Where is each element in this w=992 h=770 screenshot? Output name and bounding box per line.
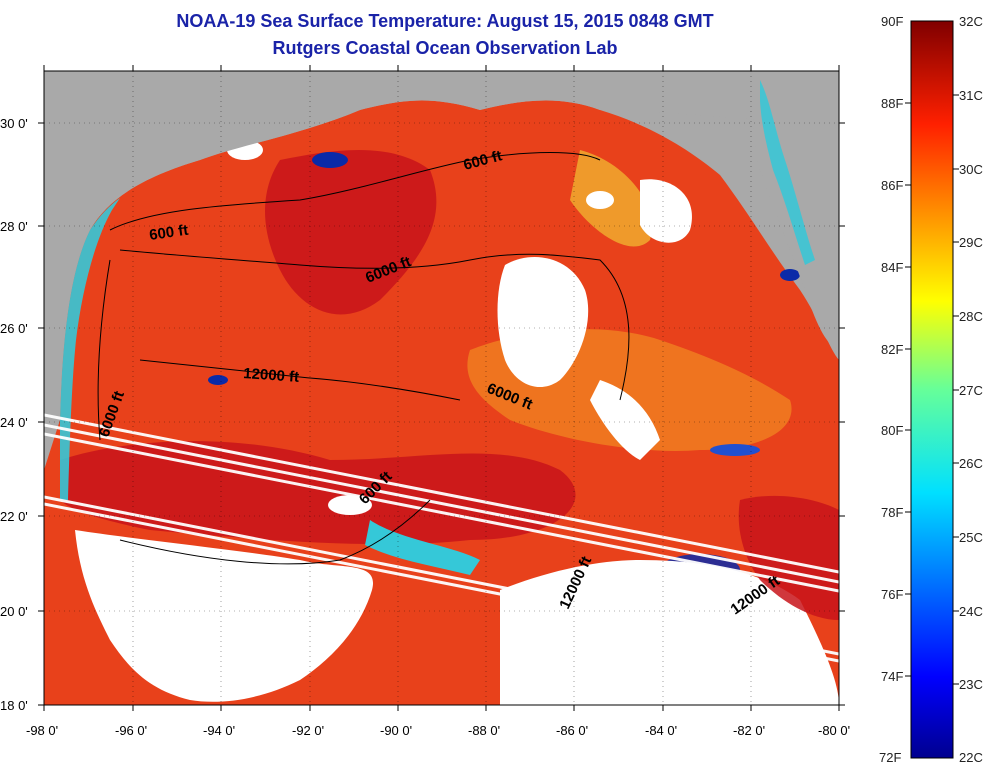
colorbar-f-label: 78F (881, 505, 903, 520)
contour-12000ft (139, 359, 461, 401)
cloud-mask-florida-strait (590, 380, 660, 460)
colorbar-f-label: 84F (881, 260, 903, 275)
cuba-region (500, 560, 839, 705)
y-tick-label: 28 0' (0, 219, 28, 234)
x-tick-label: -98 0' (26, 723, 58, 738)
depth-contours (97, 152, 630, 565)
y-tick-label: 18 0' (0, 698, 28, 713)
colorbar-c-label: 24C (959, 604, 983, 619)
colorbar-f-label: 90F (881, 14, 903, 29)
x-tick-label: -82 0' (733, 723, 765, 738)
cloud-mask (328, 495, 372, 515)
x-tick-label: -84 0' (645, 723, 677, 738)
cold-patch (710, 444, 760, 456)
map-frame (43, 70, 840, 706)
x-tick-label: -80 0' (818, 723, 850, 738)
colorbar-f-label: 80F (881, 423, 903, 438)
colorbar-f-label: 76F (881, 587, 903, 602)
colorbar-c-label: 25C (959, 530, 983, 545)
colorbar-f-label: 72F (879, 750, 901, 765)
x-tick-label: -90 0' (380, 723, 412, 738)
contour-600ft (109, 152, 601, 231)
us-mainland (44, 71, 760, 420)
cool-coast-yucatan (365, 520, 480, 575)
satellite-swath-gaps (44, 413, 839, 663)
y-tick-label: 20 0' (0, 604, 28, 619)
colorbar-c-label: 27C (959, 383, 983, 398)
y-tick-label: 26 0' (0, 321, 28, 336)
yucatan-land (75, 530, 374, 702)
colorbar-f-label: 86F (881, 178, 903, 193)
map-ticks (38, 65, 845, 711)
colorbar-ticks (905, 94, 959, 685)
x-tick-label: -92 0' (292, 723, 324, 738)
contour-label: 600 ft (148, 222, 189, 244)
contour-deep-west (97, 259, 111, 441)
caribbean-warm (738, 495, 839, 620)
map-title: NOAA-19 Sea Surface Temperature: August … (176, 11, 714, 31)
contour-600ft-yucatan (119, 499, 431, 565)
colorbar-f-label: 74F (881, 669, 903, 684)
colorbar-c-label: 28C (959, 309, 983, 324)
y-tick-label: 24 0' (0, 415, 28, 430)
colorbar-c-label: 32C (959, 14, 983, 29)
map-area: 600 ft 600 ft 600 ft 6000 ft 6000 ft 600… (44, 71, 839, 705)
colorbar-c-label: 23C (959, 677, 983, 692)
cloud-mask (586, 191, 614, 209)
hot-region-north (265, 150, 437, 315)
colorbar-c-label: 26C (959, 456, 983, 471)
y-tick-label: 22 0' (0, 509, 28, 524)
map-subtitle: Rutgers Coastal Ocean Observation Lab (272, 38, 618, 58)
x-tick-label: -86 0' (556, 723, 588, 738)
colorbar-c-label: 29C (959, 235, 983, 250)
x-tick-labels: -98 0' -96 0' -94 0' -92 0' -90 0' -88 0… (26, 723, 850, 738)
hot-region-south (60, 441, 576, 545)
cold-patch (780, 269, 800, 281)
cloud-mask-east (640, 179, 692, 243)
colorbar-f-label: 82F (881, 342, 903, 357)
x-tick-label: -96 0' (115, 723, 147, 738)
y-tick-label: 30 0' (0, 116, 28, 131)
contour-label: 12000 ft (243, 365, 300, 386)
cool-coast-west (60, 198, 120, 500)
florida-coast-cool (759, 80, 815, 265)
y-tick-labels: 30 0' 28 0' 26 0' 24 0' 22 0' 20 0' 18 0… (0, 116, 28, 713)
colorbar: 90F 88F 86F 84F 82F 80F 78F 76F 74F 72F … (879, 14, 983, 765)
cold-patch (312, 152, 348, 168)
x-tick-label: -88 0' (468, 723, 500, 738)
cloud-mask-central (497, 257, 589, 388)
colorbar-gradient (910, 20, 954, 759)
cold-patch (208, 375, 228, 385)
colorbar-c-label: 31C (959, 88, 983, 103)
colorbar-c-label: 30C (959, 162, 983, 177)
contour-6000ft (119, 249, 630, 401)
x-tick-label: -94 0' (203, 723, 235, 738)
graticule (44, 71, 839, 705)
colorbar-c-label: 22C (959, 750, 983, 765)
colorbar-f-label: 88F (881, 96, 903, 111)
